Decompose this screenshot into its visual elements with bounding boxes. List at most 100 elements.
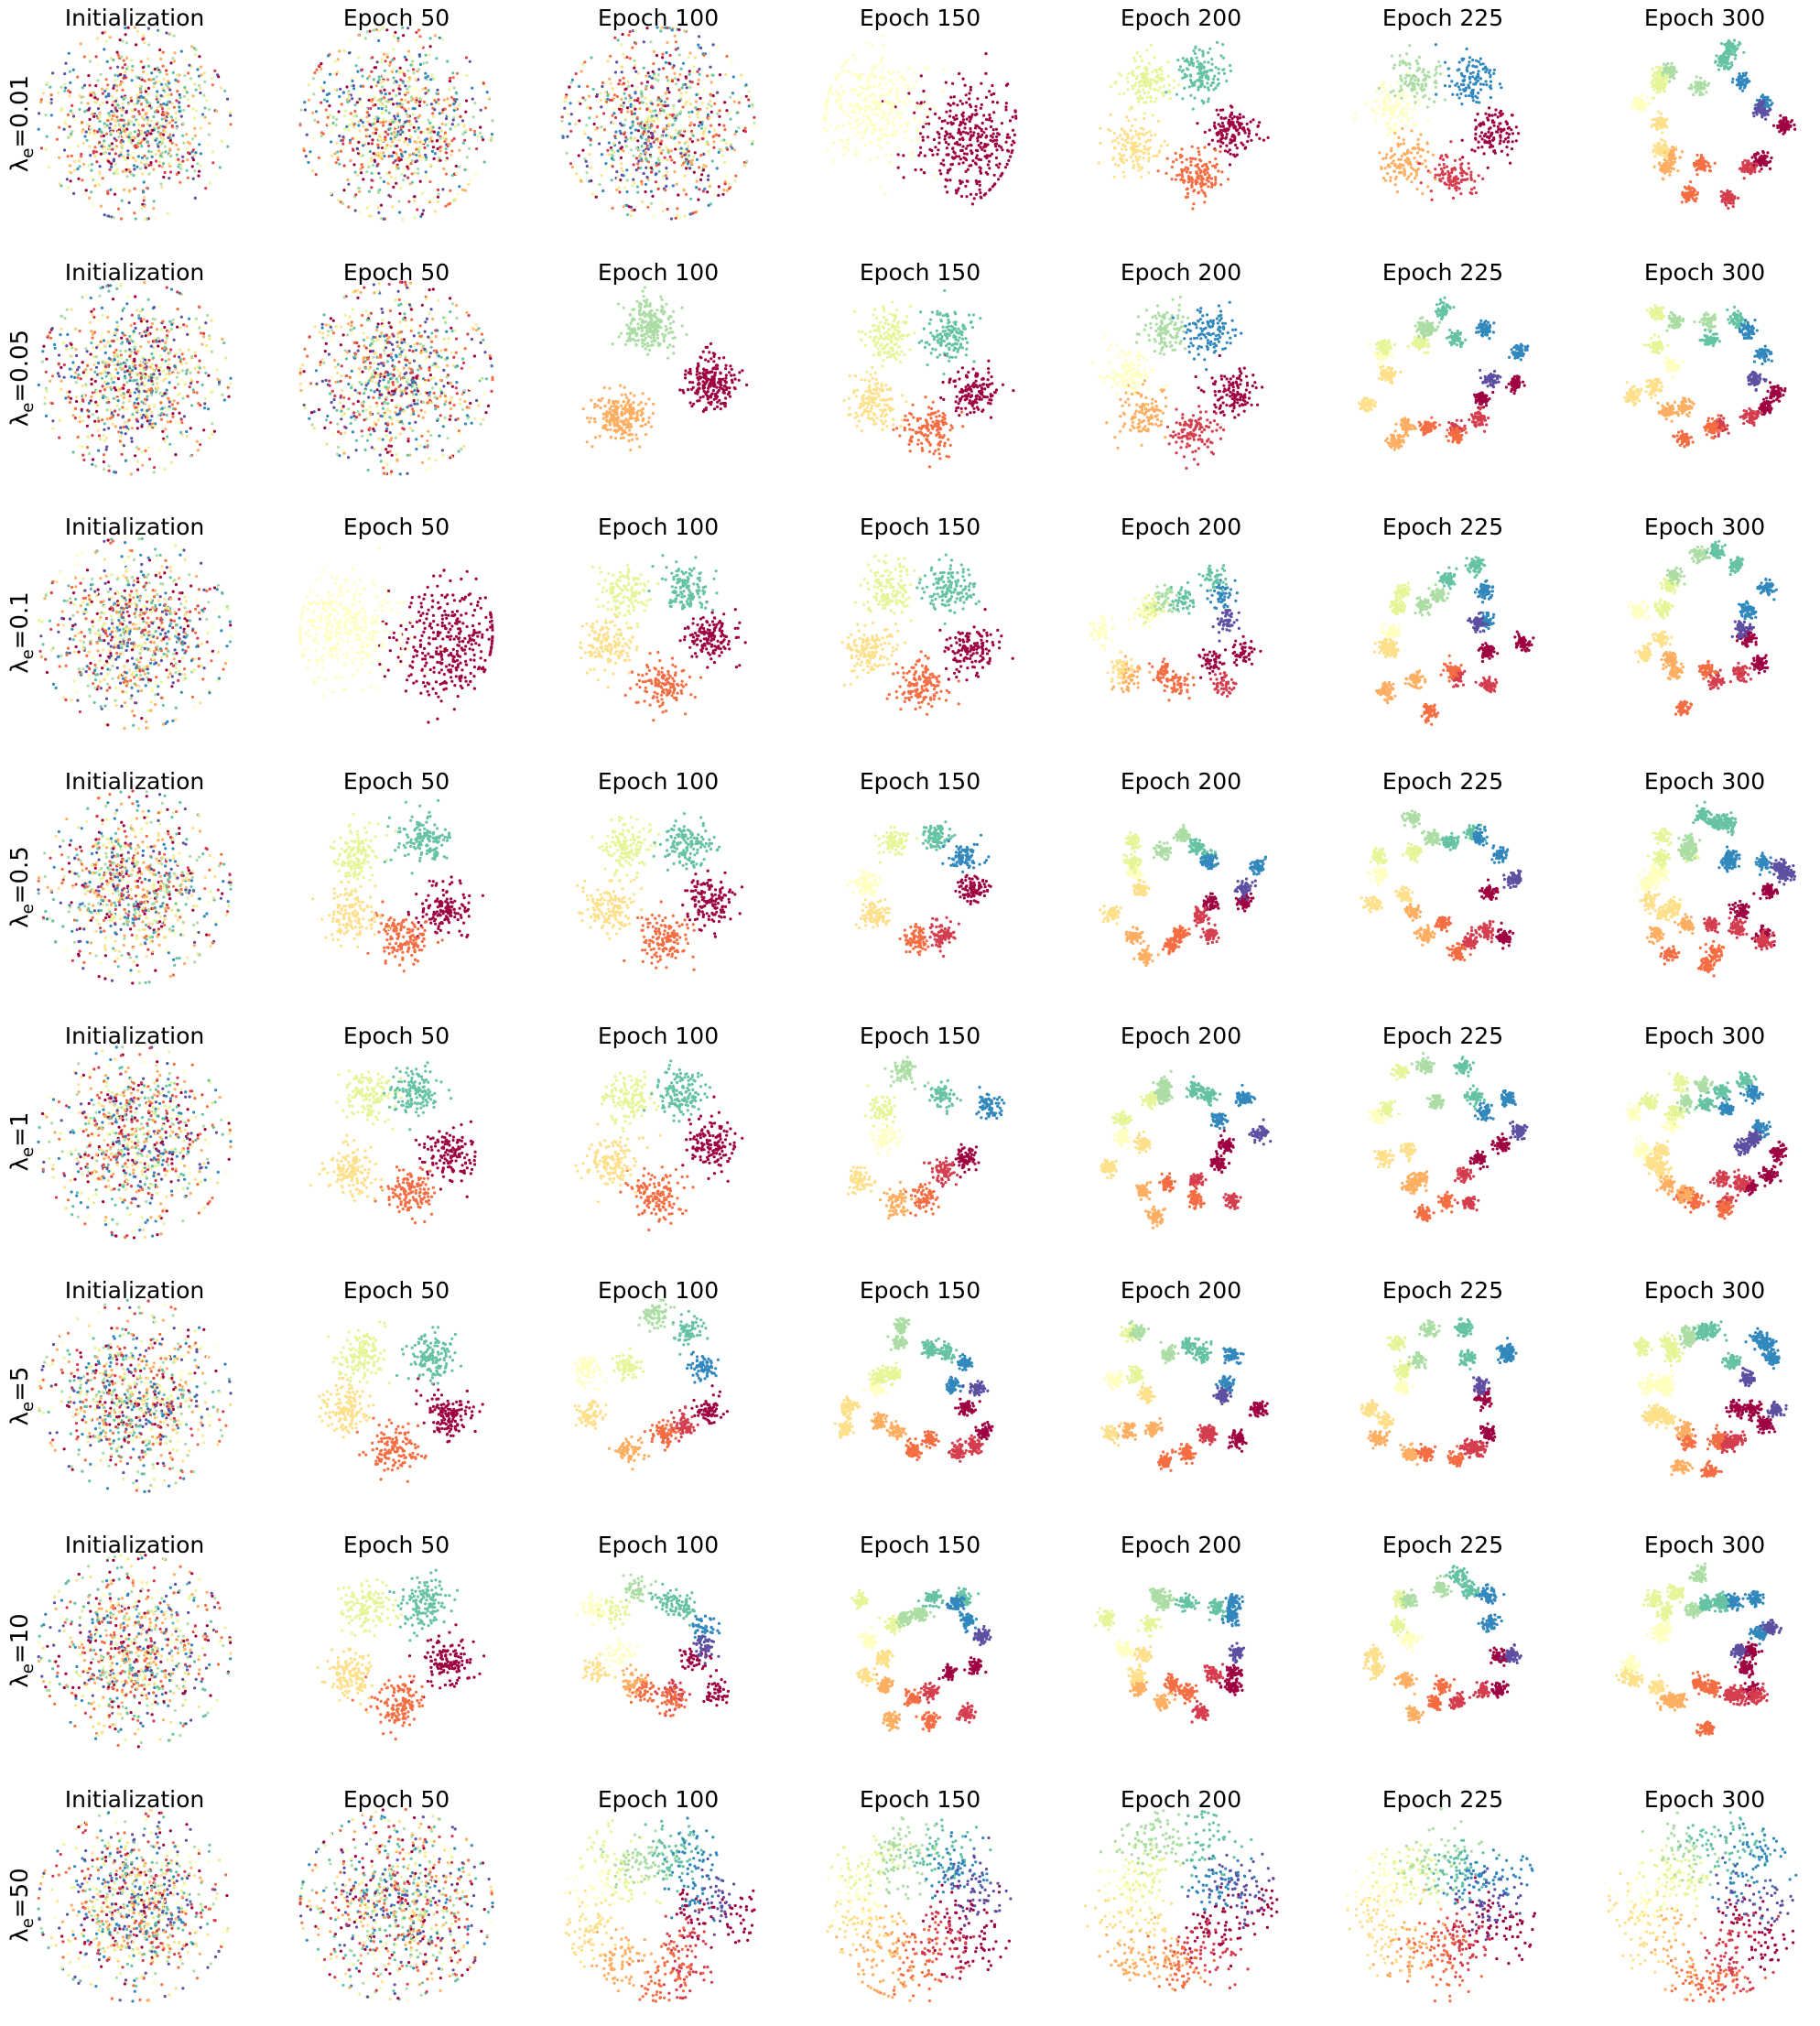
scatter-point: [373, 119, 375, 122]
scatter-point: [934, 146, 937, 148]
scatter-point: [710, 104, 713, 107]
scatter-point: [104, 147, 107, 150]
scatter-point: [51, 71, 54, 74]
scatter-point: [375, 84, 378, 87]
scatter-point: [376, 120, 379, 123]
scatter-point: [452, 119, 455, 122]
scatter-point: [404, 92, 406, 94]
scatter-point: [751, 103, 753, 106]
scatter-point: [670, 149, 673, 152]
scatter-point: [191, 137, 194, 140]
scatter-point: [640, 135, 643, 138]
scatter-point: [176, 154, 179, 157]
scatter-point: [194, 53, 197, 56]
scatter-point: [355, 114, 358, 117]
scatter-point: [196, 68, 199, 70]
scatter-point: [337, 199, 340, 201]
scatter-point: [725, 55, 728, 58]
scatter-point: [198, 55, 200, 58]
scatter-panel: [298, 27, 493, 222]
scatter-point: [386, 56, 389, 59]
scatter-point: [435, 57, 438, 60]
scatter-point: [600, 105, 602, 108]
scatter-point: [388, 92, 391, 95]
scatter-point: [45, 148, 48, 151]
scatter-point: [629, 57, 632, 60]
scatter-point: [121, 81, 124, 83]
scatter-point: [447, 114, 450, 116]
scatter-point: [649, 155, 652, 157]
scatter-point: [693, 171, 696, 174]
scatter-point: [355, 64, 358, 67]
scatter-point: [980, 148, 983, 151]
scatter-point: [611, 114, 613, 117]
scatter-point: [606, 60, 609, 63]
scatter-point: [167, 93, 169, 96]
scatter-point: [175, 126, 178, 129]
scatter-point: [565, 95, 568, 98]
scatter-point: [599, 92, 601, 94]
scatter-point: [125, 33, 127, 36]
scatter-point: [676, 207, 678, 210]
scatter-point: [70, 110, 72, 113]
scatter-point: [123, 189, 125, 191]
scatter-point: [707, 152, 710, 155]
scatter-point: [370, 85, 373, 88]
scatter-point: [389, 61, 392, 64]
scatter-point: [330, 155, 333, 157]
scatter-point: [92, 203, 94, 206]
scatter-point: [322, 133, 325, 135]
scatter-point: [330, 125, 332, 127]
scatter-point: [425, 158, 428, 161]
scatter-point: [630, 110, 633, 113]
scatter-point: [675, 40, 677, 43]
scatter-point: [345, 125, 348, 128]
scatter-point: [647, 135, 650, 138]
scatter-point: [491, 133, 493, 135]
scatter-point: [349, 141, 352, 144]
scatter-point: [625, 145, 628, 147]
scatter-point: [429, 37, 432, 39]
scatter-point: [40, 146, 43, 149]
scatter-point: [917, 154, 920, 157]
scatter-point: [578, 154, 580, 157]
scatter-point: [93, 135, 96, 137]
scatter-point: [662, 149, 665, 152]
scatter-point: [561, 135, 564, 137]
scatter-point: [391, 205, 394, 208]
scatter-panel: [822, 34, 1017, 205]
scatter-point: [709, 185, 711, 188]
scatter-point: [611, 179, 613, 181]
scatter-point: [667, 135, 670, 137]
scatter-point: [388, 180, 391, 183]
scatter-point: [93, 184, 96, 187]
scatter-point: [657, 188, 660, 190]
scatter-point: [712, 135, 715, 137]
scatter-point: [142, 66, 145, 69]
scatter-point: [449, 77, 451, 80]
scatter-point: [63, 72, 66, 75]
scatter-point: [429, 78, 432, 81]
scatter-point: [137, 124, 140, 126]
scatter-point: [372, 132, 374, 135]
scatter-point: [303, 149, 306, 152]
scatter-point: [674, 119, 677, 122]
scatter-point: [658, 112, 661, 114]
scatter-point: [630, 172, 633, 175]
scatter-point: [357, 124, 360, 126]
scatter-point: [440, 129, 443, 132]
scatter-point: [680, 147, 683, 150]
scatter-point: [482, 82, 485, 85]
scatter-point: [143, 199, 146, 201]
scatter-point: [740, 97, 742, 100]
scatter-point: [721, 155, 724, 157]
scatter-point: [136, 102, 139, 104]
scatter-point: [390, 101, 393, 103]
scatter-point: [162, 103, 165, 105]
scatter-point: [106, 83, 109, 86]
scatter-point: [376, 144, 379, 146]
scatter-point: [445, 158, 448, 161]
scatter-point: [677, 28, 680, 31]
scatter-point: [44, 114, 47, 116]
scatter-point: [662, 130, 665, 133]
